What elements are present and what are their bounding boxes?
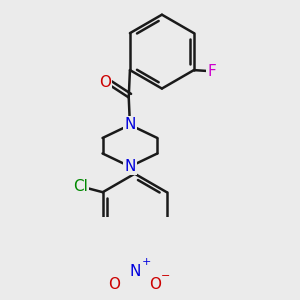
Text: N: N bbox=[129, 264, 140, 279]
Text: Cl: Cl bbox=[73, 179, 88, 194]
Text: O: O bbox=[99, 74, 111, 89]
Text: O: O bbox=[108, 277, 120, 292]
Text: F: F bbox=[207, 64, 216, 79]
Text: O: O bbox=[149, 277, 161, 292]
Text: −: − bbox=[161, 271, 170, 281]
Text: N: N bbox=[124, 159, 136, 174]
Text: N: N bbox=[124, 117, 136, 132]
Text: +: + bbox=[141, 257, 151, 267]
